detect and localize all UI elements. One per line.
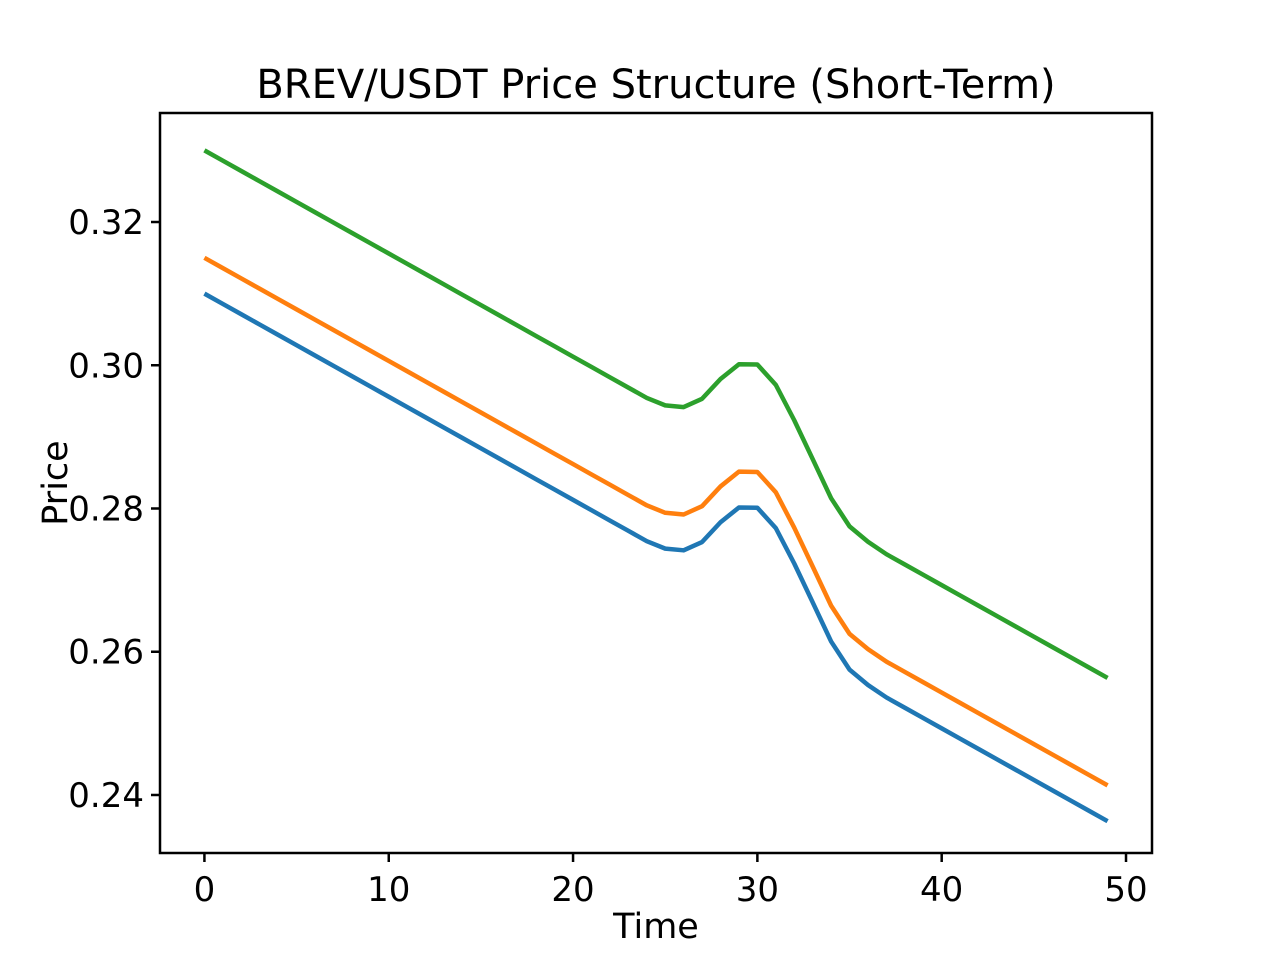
x-tick-label: 30 bbox=[736, 870, 779, 910]
x-tick-label: 20 bbox=[551, 870, 594, 910]
x-tick-label: 0 bbox=[194, 870, 216, 910]
series-layer bbox=[203, 148, 1109, 824]
price-blue-line bbox=[203, 291, 1109, 824]
price-green-line bbox=[203, 148, 1109, 680]
y-tick-label: 0.28 bbox=[68, 489, 144, 529]
y-axis-label: Price bbox=[36, 440, 76, 525]
x-tick-label: 10 bbox=[367, 870, 410, 910]
x-axis-label: Time bbox=[612, 907, 699, 947]
ticks-layer: 0 10 20 30 40 50 0.24 0.26 0.28 0.30 0.32 bbox=[68, 203, 1147, 910]
x-tick-label: 40 bbox=[920, 870, 963, 910]
chart-title: BREV/USDT Price Structure (Short-Term) bbox=[256, 62, 1055, 108]
y-tick-label: 0.26 bbox=[68, 633, 144, 673]
price-orange-line bbox=[203, 255, 1109, 788]
y-tick-label: 0.24 bbox=[68, 776, 144, 816]
y-tick-label: 0.30 bbox=[68, 346, 144, 386]
y-tick-label: 0.32 bbox=[68, 203, 144, 243]
plot-border bbox=[158, 111, 1154, 855]
x-tick-label: 50 bbox=[1104, 870, 1147, 910]
